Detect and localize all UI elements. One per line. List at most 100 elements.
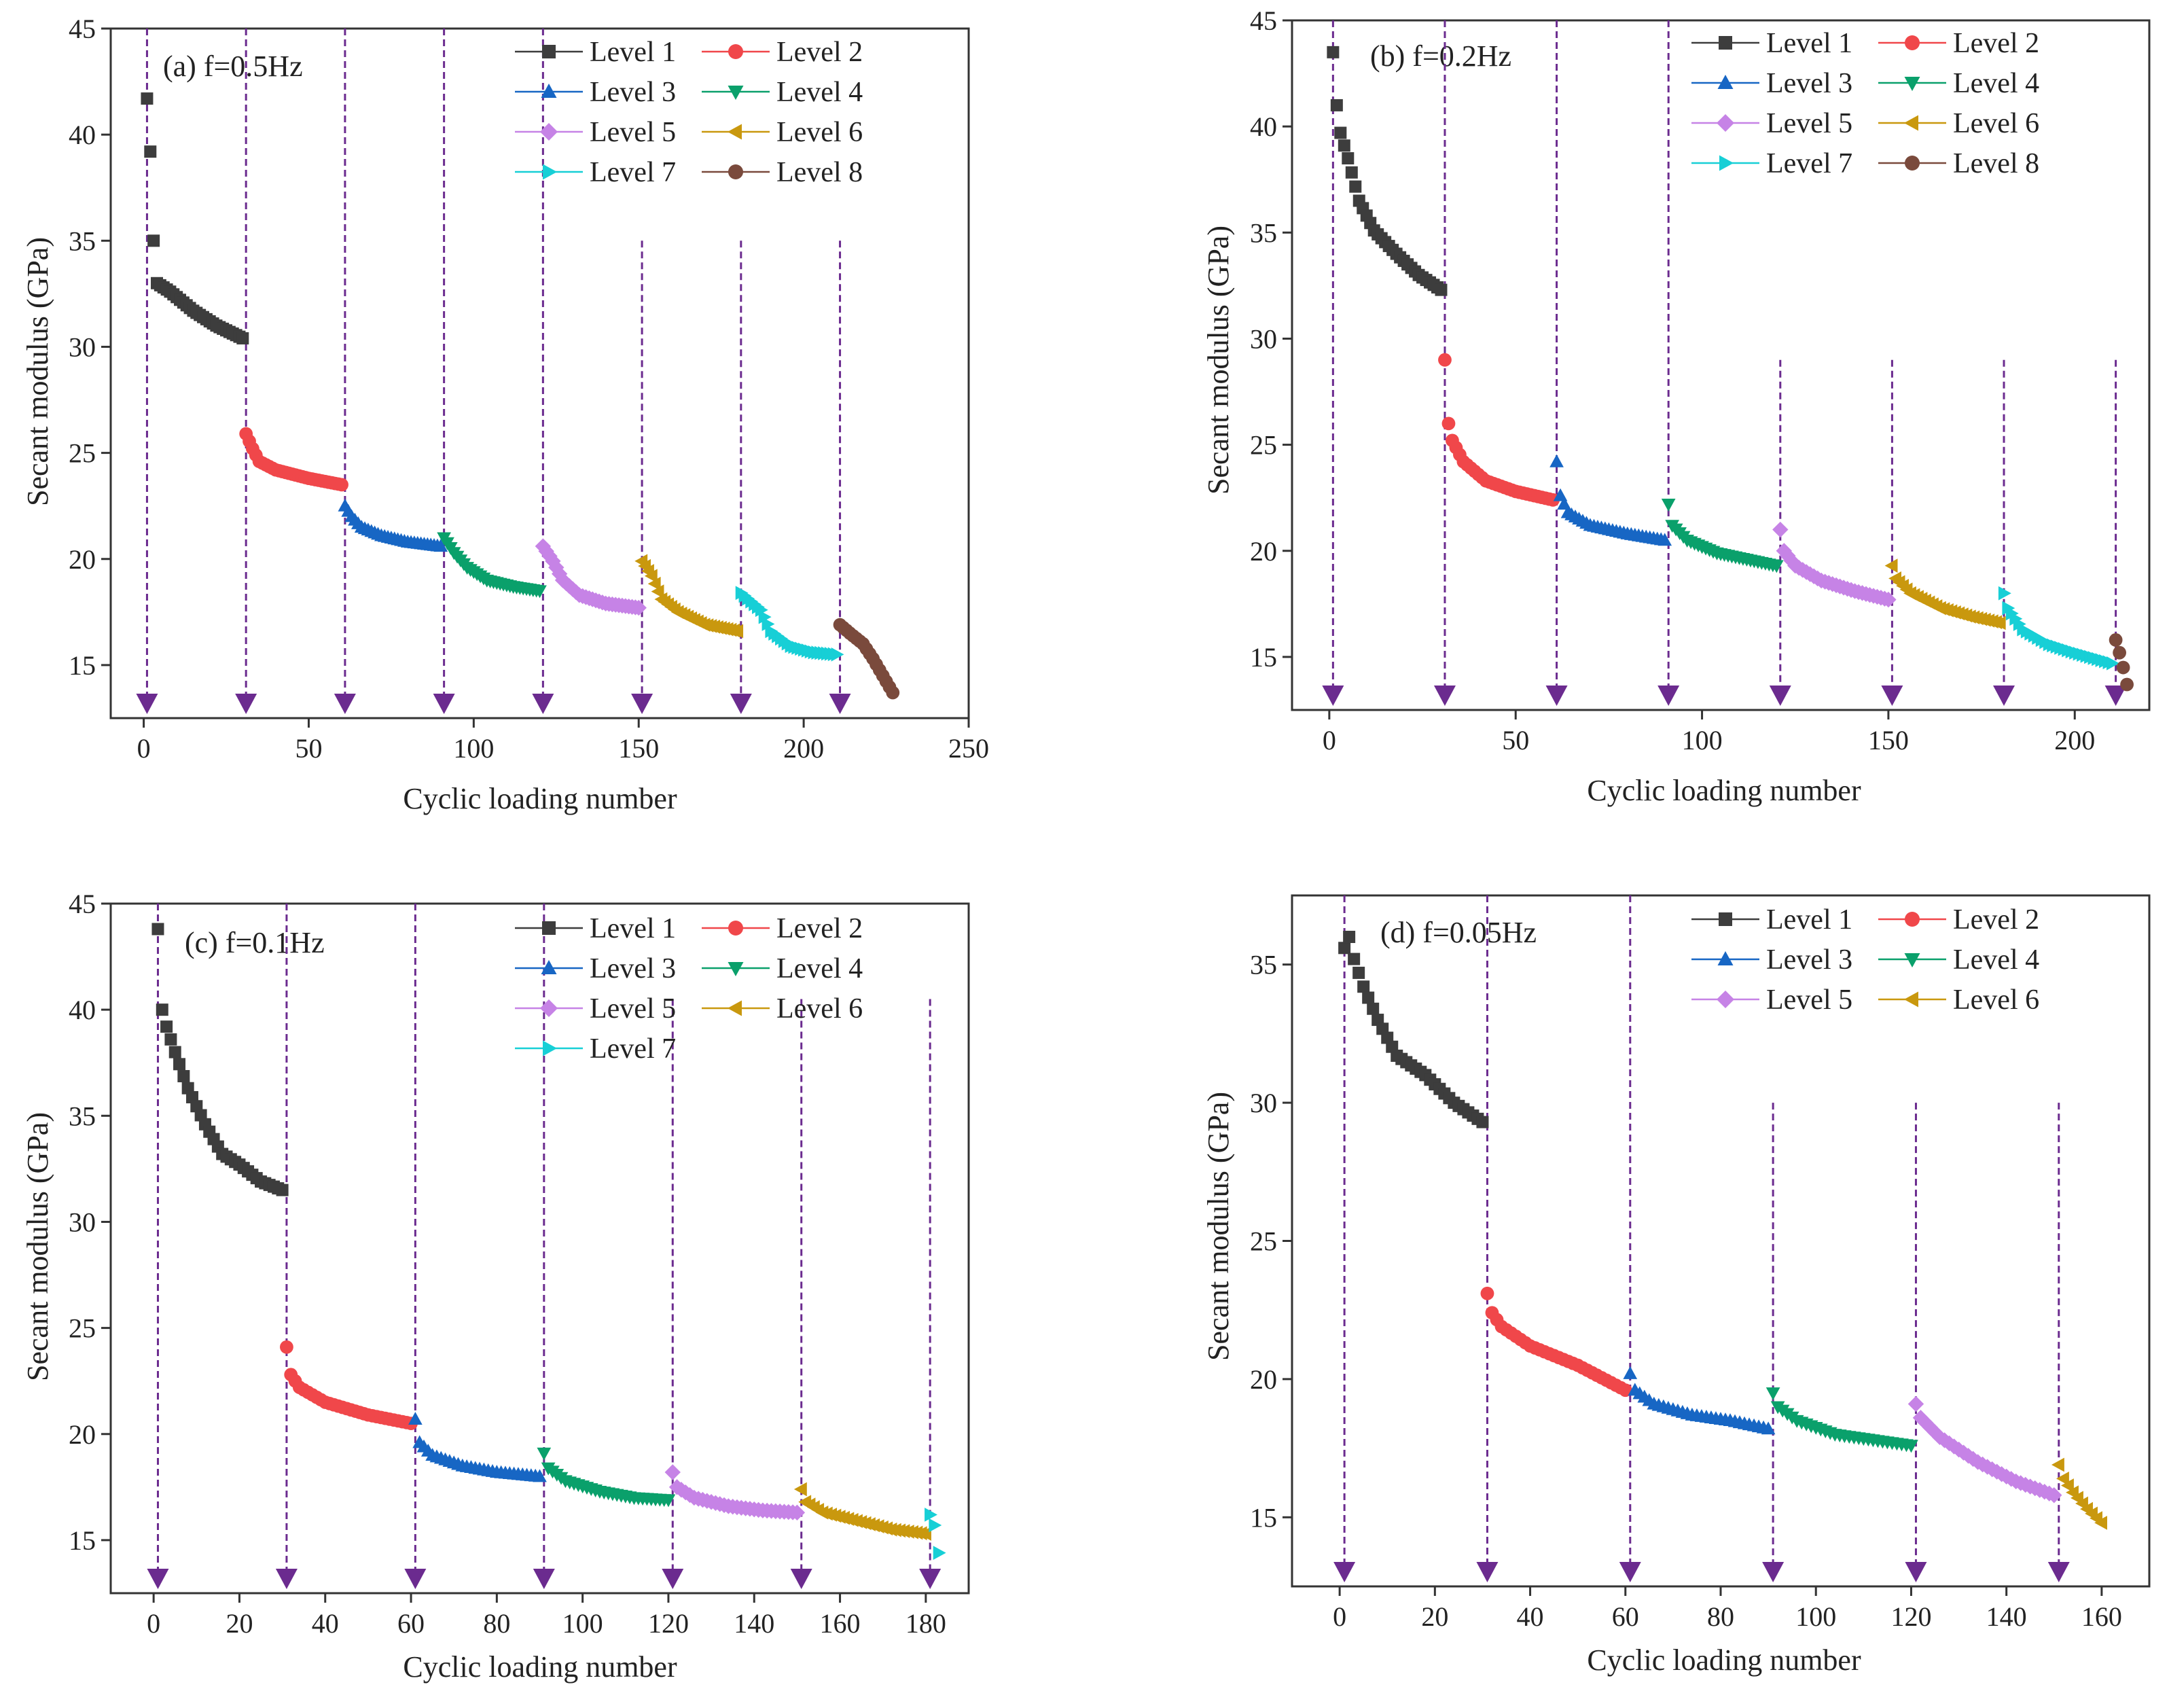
y-tick-label: 40	[69, 995, 96, 1025]
data-point	[1345, 166, 1358, 179]
legend-marker-icon	[1717, 951, 1734, 965]
y-axis-label: Secant modulus (GPa)	[21, 237, 54, 506]
y-tick-label: 20	[1250, 1364, 1277, 1395]
panel-title: (c) f=0.1Hz	[185, 926, 325, 959]
arrow-head-icon	[1905, 1562, 1927, 1582]
legend-label: Level 2	[1953, 28, 2039, 59]
arrow-head-icon	[275, 1569, 298, 1589]
x-tick-label: 140	[734, 1608, 774, 1639]
y-tick-label: 15	[69, 650, 96, 681]
arrow-head-icon	[235, 694, 257, 714]
legend-item: Level 4	[702, 953, 863, 984]
data-point	[630, 599, 647, 616]
panel-title: (d) f=0.05Hz	[1380, 916, 1537, 949]
data-point	[1357, 980, 1370, 993]
data-point	[1998, 586, 2011, 601]
legend-label: Level 7	[1766, 148, 1852, 179]
data-point	[156, 1003, 168, 1016]
plot-frame	[109, 27, 970, 719]
x-tick-label: 250	[948, 733, 989, 764]
x-axis-label: Cyclic loading number	[403, 782, 677, 815]
legend-item: Level 6	[1878, 984, 2039, 1016]
x-tick-label: 60	[1612, 1601, 1639, 1632]
series-level-1	[151, 923, 289, 1196]
x-tick-label: 0	[1323, 725, 1336, 755]
data-point	[164, 1033, 177, 1046]
data-point	[1884, 558, 1898, 573]
series-level-3	[338, 498, 448, 552]
series-level-4	[537, 1447, 676, 1508]
y-tick-label: 45	[1250, 5, 1277, 36]
series-level-7	[925, 1508, 946, 1561]
y-axis-label: Secant modulus (GPa)	[21, 1112, 54, 1381]
x-tick-label: 50	[295, 733, 322, 764]
legend-marker-icon	[1717, 114, 1734, 132]
x-axis-label: Cyclic loading number	[403, 1650, 677, 1684]
arrow-head-icon	[533, 1569, 555, 1589]
legend-label: Level 5	[1766, 108, 1852, 139]
series-level-5	[1772, 521, 1897, 608]
arrow-head-icon	[662, 1569, 684, 1589]
data-point	[537, 1447, 552, 1461]
x-tick-label: 50	[1502, 725, 1529, 755]
data-point	[925, 1508, 937, 1522]
legend-marker-icon	[1905, 35, 1920, 50]
y-tick-label: 15	[1250, 642, 1277, 673]
series-level-7	[735, 586, 844, 662]
data-point	[758, 609, 772, 624]
x-tick-label: 0	[1333, 1601, 1346, 1632]
legend-item: Level 4	[702, 77, 863, 108]
series-level-3	[408, 1412, 547, 1482]
legend: Level 1 Level 2 Level 3 Level 4 Level 5 Level…	[1691, 904, 2039, 1016]
data-point	[761, 617, 775, 631]
data-point	[541, 548, 558, 565]
x-tick-label: 120	[648, 1608, 689, 1639]
arrow-head-icon	[1433, 686, 1456, 706]
legend-marker-icon	[1905, 912, 1920, 927]
x-tick-label: 0	[137, 733, 151, 764]
data-point	[151, 923, 164, 936]
y-tick-label: 15	[1250, 1502, 1277, 1533]
data-point	[177, 1070, 190, 1083]
arrow-head-icon	[2104, 686, 2127, 706]
arrow-head-icon	[730, 694, 752, 714]
series-level-4	[1661, 498, 1784, 573]
legend-item: Level 1	[1691, 904, 1852, 936]
panel-title: (a) f=0.5Hz	[163, 50, 303, 83]
series-level-6	[793, 1482, 931, 1541]
legend-item: Level 3	[515, 77, 676, 108]
data-point	[335, 478, 348, 492]
data-point	[1348, 953, 1361, 965]
data-point	[173, 1058, 186, 1071]
legend-item: Level 1	[1691, 28, 1852, 59]
arrow-head-icon	[334, 694, 356, 714]
x-axis-label: Cyclic loading number	[1587, 1643, 1861, 1677]
series-level-5	[535, 538, 647, 616]
legend: Level 1 Level 2 Level 3 Level 4 Level 5 Level…	[515, 913, 863, 1065]
legend-marker-icon	[1719, 912, 1732, 926]
arrow-head-icon	[919, 1569, 942, 1589]
data-point	[755, 603, 768, 618]
data-point	[1904, 1440, 1918, 1453]
legend-marker-icon	[728, 962, 744, 976]
data-point	[1343, 931, 1356, 944]
data-point	[730, 624, 744, 639]
data-point	[276, 1184, 289, 1196]
y-axis-label: Secant modulus (GPa)	[1202, 226, 1235, 495]
series-level-6	[1884, 558, 2006, 630]
arrow-head-icon	[1769, 686, 1791, 706]
x-tick-label: 100	[562, 1608, 603, 1639]
legend-marker-icon	[1719, 36, 1732, 50]
data-point	[886, 686, 900, 700]
arrow-head-icon	[1333, 1562, 1356, 1582]
series-level-1	[1327, 46, 1448, 296]
y-tick-label: 30	[1250, 323, 1277, 354]
data-point	[236, 332, 249, 344]
legend-item: Level 2	[1878, 904, 2039, 936]
x-tick-label: 160	[2081, 1601, 2122, 1632]
legend-label: Level 6	[776, 993, 863, 1025]
data-point	[1772, 521, 1789, 538]
data-point	[1926, 1424, 1943, 1440]
x-tick-label: 80	[483, 1608, 510, 1639]
data-point	[1992, 616, 2006, 630]
